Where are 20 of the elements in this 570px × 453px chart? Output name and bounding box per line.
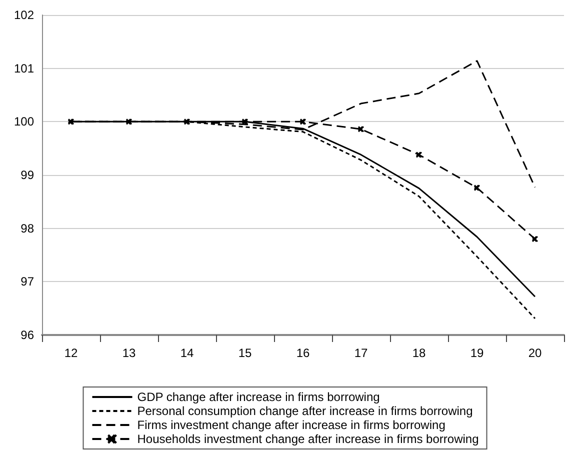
x-tick-label: 15	[238, 346, 252, 360]
x-tick-label: 17	[354, 346, 368, 360]
legend-label: Personal consumption change after increase in firms borrowing	[137, 404, 473, 418]
legend-label: Firms investment change after increase in firms borrowing	[137, 418, 446, 432]
legend-label: GDP change after increase in firms borrowing	[137, 390, 380, 404]
x-tick-label: 13	[122, 346, 136, 360]
x-tick-label: 18	[412, 346, 426, 360]
y-tick-label: 98	[20, 221, 34, 236]
y-tick-label: 100	[14, 114, 34, 129]
x-tick-label: 16	[296, 346, 310, 360]
legend-label: Households investment change after increase in firms borrowing	[137, 432, 479, 446]
x-tick-label: 12	[64, 346, 78, 360]
x-tick-label: 19	[470, 346, 484, 360]
y-tick-label: 97	[20, 274, 34, 289]
y-tick-label: 96	[20, 328, 34, 342]
y-tick-label: 99	[20, 168, 34, 182]
x-tick-label: 20	[528, 346, 542, 360]
y-tick-label: 102	[14, 8, 34, 22]
x-tick-label: 14	[180, 346, 194, 360]
y-tick-label: 101	[14, 61, 34, 76]
